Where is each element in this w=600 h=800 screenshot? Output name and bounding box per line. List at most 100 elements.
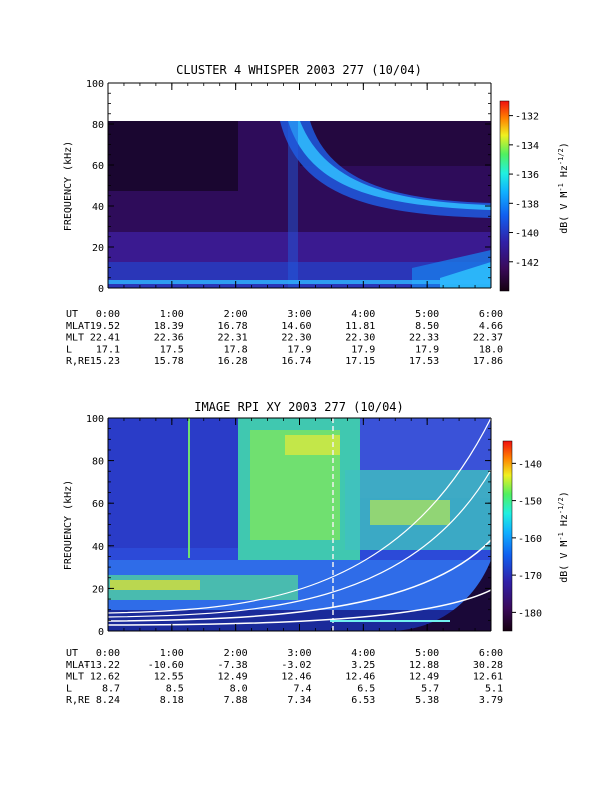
spectrogram-image <box>108 121 491 288</box>
ephemeris-value: 30.28 <box>473 660 503 671</box>
ephemeris-value: 19.52 <box>90 321 120 332</box>
ephemeris-value: 15.78 <box>154 356 184 367</box>
ephemeris-value: 18.39 <box>154 321 184 332</box>
y-tick-label: 40 <box>92 202 104 213</box>
spectrogram-image <box>108 418 491 631</box>
panel-title: CLUSTER 4 WHISPER 2003 277 (10/04) <box>176 63 422 77</box>
y-tick-label: 80 <box>92 457 104 468</box>
panel-cluster: CLUSTER 4 WHISPER 2003 277 (10/04) 0 20 40… <box>63 63 570 367</box>
y-tick-label: 100 <box>86 79 104 90</box>
y-tick-label: 40 <box>92 542 104 553</box>
ephemeris-value: 22.30 <box>281 333 311 344</box>
ephemeris-value: 17.1 <box>96 344 120 355</box>
ephemeris-row-label: MLT <box>66 672 84 683</box>
ephemeris-value: 17.9 <box>415 344 439 355</box>
colorbar-ticks: -132 -134 -136 -138 -140 -142 <box>509 112 539 269</box>
y-axis-label: FREQUENCY (kHz) <box>63 480 74 570</box>
ephemeris-value: 12.49 <box>409 672 439 683</box>
colorbar-tick-label: -134 <box>515 141 539 152</box>
colorbar-tick-label: -140 <box>515 229 539 240</box>
ephemeris-value: 16.78 <box>218 321 248 332</box>
ephemeris-value: 6.5 <box>357 683 375 694</box>
y-tick-label: 60 <box>92 161 104 172</box>
y-tick-label: 20 <box>92 243 104 254</box>
ephemeris-value: 0:00 <box>96 648 120 659</box>
ephemeris-value: -10.60 <box>148 660 184 671</box>
colorbar-label: dB( V M-1 Hz-1/2) <box>557 491 570 583</box>
y-tick-label: 0 <box>98 627 104 638</box>
ephemeris-table: UT 0:00 1:00 2:00 3:00 4:00 5:00 6:00 MLAT 19.52 1… <box>66 309 503 367</box>
dark-region-lower-right <box>390 560 491 631</box>
ephemeris-value: 12.88 <box>409 660 439 671</box>
ephemeris-row-label: R,RE <box>66 695 90 706</box>
panel-image: IMAGE RPI XY 2003 277 (10/04) <box>63 400 570 706</box>
colorbar-label: dB( V M-1 Hz-1/2) <box>557 142 570 234</box>
ephemeris-value: 5:00 <box>415 648 439 659</box>
ephemeris-value: -7.38 <box>218 660 248 671</box>
ephemeris-value: 22.30 <box>345 333 375 344</box>
ephemeris-value: 6:00 <box>479 648 503 659</box>
y-tick-label: 60 <box>92 499 104 510</box>
emission-arc-core <box>288 121 491 210</box>
y-tick-label: 100 <box>86 414 104 425</box>
ephemeris-value: 12.46 <box>281 672 311 683</box>
ephemeris-value: 4:00 <box>351 648 375 659</box>
colorbar-tick-label: -132 <box>515 112 539 123</box>
ephemeris-value: 16.28 <box>218 356 248 367</box>
ephemeris-value: 8.24 <box>96 695 120 706</box>
ephemeris-row-label: L <box>66 344 72 355</box>
cutoff-curve <box>108 539 491 622</box>
colorbar-tick-label: -142 <box>515 258 539 269</box>
ephemeris-row-label: UT <box>66 648 78 659</box>
ephemeris-value: -3.02 <box>281 660 311 671</box>
colorbar-ticks: -140 -150 -160 -170 -180 <box>512 459 542 619</box>
ephemeris-value: 3.79 <box>479 695 503 706</box>
ephemeris-value: 5.1 <box>485 683 503 694</box>
ephemeris-value: 5.7 <box>421 683 439 694</box>
ephemeris-value: 17.53 <box>409 356 439 367</box>
ephemeris-value: 7.4 <box>293 683 311 694</box>
ephemeris-value: 8.0 <box>230 683 248 694</box>
ephemeris-value: 5:00 <box>415 309 439 320</box>
ephemeris-value: 16.74 <box>281 356 311 367</box>
y-tick-label: 0 <box>98 284 104 295</box>
ephemeris-value: 22.37 <box>473 333 503 344</box>
ephemeris-value: 8.7 <box>102 683 120 694</box>
ephemeris-value: 22.33 <box>409 333 439 344</box>
ephemeris-value: 1:00 <box>160 309 184 320</box>
cutoff-curve <box>108 469 491 618</box>
ephemeris-value: 22.31 <box>218 333 248 344</box>
ephemeris-value: 11.81 <box>345 321 375 332</box>
ephemeris-value: 2:00 <box>224 309 248 320</box>
ephemeris-value: 7.34 <box>287 695 311 706</box>
ephemeris-value: 17.8 <box>224 344 248 355</box>
ephemeris-value: 2:00 <box>224 648 248 659</box>
vertical-line <box>188 418 190 558</box>
panel-title: IMAGE RPI XY 2003 277 (10/04) <box>194 400 404 414</box>
ephemeris-value: 4.66 <box>479 321 503 332</box>
ephemeris-value: 3:00 <box>287 648 311 659</box>
ephemeris-value: 5.38 <box>415 695 439 706</box>
dark-region <box>108 121 238 191</box>
ephemeris-table: UT 0:00 1:00 2:00 3:00 4:00 5:00 6:00 MLAT-13.22… <box>66 648 503 706</box>
ephemeris-value: 6.53 <box>351 695 375 706</box>
ephemeris-value: 3:00 <box>287 309 311 320</box>
colorbar <box>500 101 509 291</box>
cyan-line <box>330 620 450 622</box>
ephemeris-value: 22.36 <box>154 333 184 344</box>
colorbar-tick-label: -160 <box>518 534 542 545</box>
ephemeris-value: 17.9 <box>287 344 311 355</box>
low-band-yellow <box>110 580 200 590</box>
emission-vertical <box>288 121 298 288</box>
ephemeris-value: 3.25 <box>351 660 375 671</box>
x-axis-ticks <box>107 83 492 288</box>
bottom-dark <box>108 610 491 631</box>
noise-region-left <box>108 418 238 548</box>
ephemeris-value: 8.50 <box>415 321 439 332</box>
colorbar-frame <box>502 440 513 632</box>
colorbar <box>503 441 512 631</box>
ephemeris-value: 17.86 <box>473 356 503 367</box>
ephemeris-value: 15.23 <box>90 356 120 367</box>
ephemeris-value: 12.55 <box>154 672 184 683</box>
ephemeris-value: 1:00 <box>160 648 184 659</box>
